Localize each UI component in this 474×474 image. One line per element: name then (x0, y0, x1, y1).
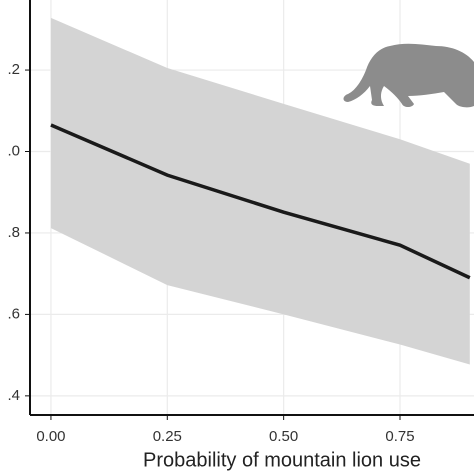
plot-layer (29, 0, 474, 416)
line (50, 123, 471, 280)
y-tick-label: .0 (7, 142, 20, 159)
y-tick-label: .4 (7, 387, 20, 404)
y-tick-label: .2 (7, 61, 20, 78)
x-tick-label: 0.00 (36, 428, 65, 445)
mountain-lion-icon (343, 43, 474, 108)
x-tick-label: 0.75 (385, 428, 414, 445)
confidence-band (50, 17, 470, 365)
y-tick-label: .8 (7, 224, 20, 241)
x-tick-label: 0.50 (269, 428, 298, 445)
x-tick-label: 0.25 (153, 428, 182, 445)
x-axis-title: Probability of mountain lion use (143, 449, 421, 471)
y-tick-label: .6 (7, 305, 20, 322)
